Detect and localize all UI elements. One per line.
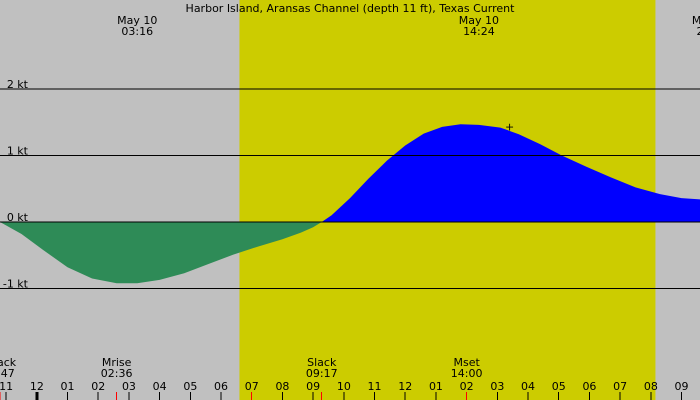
x-tick-label: 01	[429, 380, 443, 393]
y-axis-labels: 2 kt 1 kt 0 kt -1 kt	[3, 78, 29, 291]
top-date-label: May 10	[459, 14, 499, 27]
event-name-label: Slack	[307, 356, 337, 369]
x-tick-label: 07	[613, 380, 627, 393]
x-tick-label: 05	[183, 380, 197, 393]
y-tick-label: 0 kt	[7, 211, 29, 224]
x-tick-label: 12	[30, 380, 44, 393]
gridlines	[0, 88, 700, 289]
x-tick-label: 07	[245, 380, 259, 393]
x-tick-label: 03	[490, 380, 504, 393]
x-tick-label: 02	[460, 380, 474, 393]
top-time-label: 14:24	[463, 25, 495, 38]
x-tick-label: 06	[582, 380, 596, 393]
y-tick-label: 1 kt	[7, 145, 29, 158]
x-tick-label: 05	[552, 380, 566, 393]
ebb-current-area	[0, 222, 322, 284]
event-markers	[0, 392, 468, 400]
x-tick-label: 08	[275, 380, 289, 393]
top-time-label: 2	[696, 25, 700, 38]
event-time-label: 14:00	[451, 367, 483, 380]
x-tick-label: 08	[644, 380, 658, 393]
x-tick-label: 02	[91, 380, 105, 393]
flood-current-area	[321, 124, 700, 222]
top-time-label: 03:16	[121, 25, 153, 38]
x-axis-ticks	[5, 392, 683, 400]
event-name-label: ack	[0, 356, 17, 369]
top-date-label: May 10	[117, 14, 157, 27]
event-time-label: :47	[0, 367, 15, 380]
event-time-label: 09:17	[306, 367, 338, 380]
x-tick-label: 04	[153, 380, 167, 393]
x-tick-label: 01	[61, 380, 75, 393]
y-tick-label: -1 kt	[3, 278, 29, 291]
x-tick-label: 10	[337, 380, 351, 393]
x-tick-label: 03	[122, 380, 136, 393]
event-name-label: Mrise	[102, 356, 132, 369]
x-axis-labels: 11 12 01 02 03 04 05 06 07 08 09 10 11 12 01 02 03 04 05 06…	[0, 380, 689, 393]
current-areas	[0, 124, 700, 284]
x-tick-label: 06	[214, 380, 228, 393]
x-tick-label: 04	[521, 380, 535, 393]
max-current-marker: +	[505, 121, 514, 134]
x-tick-label: 09	[306, 380, 320, 393]
y-tick-label: 2 kt	[7, 78, 29, 91]
max-marker-symbol: +	[505, 121, 514, 134]
x-tick-label: 11	[0, 380, 13, 393]
event-name-label: Mset	[453, 356, 480, 369]
x-tick-label: 09	[675, 380, 689, 393]
x-tick-label: 12	[398, 380, 412, 393]
chart-title: Harbor Island, Aransas Channel (depth 11…	[186, 2, 516, 15]
top-date-label: Ma	[692, 14, 700, 27]
x-tick-label: 11	[368, 380, 382, 393]
event-time-label: 02:36	[101, 367, 133, 380]
